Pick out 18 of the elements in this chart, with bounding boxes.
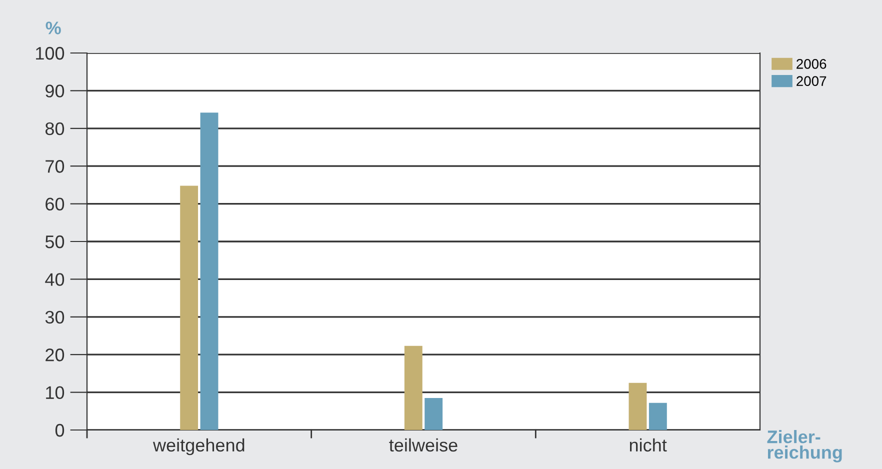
y-tick-label: 30 <box>45 310 64 324</box>
y-tick-label: 20 <box>46 348 64 362</box>
y-tick-label: 100 <box>36 46 64 60</box>
x-axis-title: Zieler- reichung <box>767 430 842 462</box>
y-axis-title: % <box>46 22 61 34</box>
legend-label: 2007 <box>796 76 826 86</box>
y-tick-label: 10 <box>46 386 64 400</box>
y-tick-label: 70 <box>46 160 64 173</box>
legend-label: 2006 <box>796 58 826 69</box>
x-tick-label: nicht <box>630 438 667 452</box>
x-tick-label: weitgehend <box>152 438 244 456</box>
y-tick-label: 40 <box>45 273 64 286</box>
y-tick-label: 60 <box>46 198 64 211</box>
y-tick-label: 80 <box>45 122 64 136</box>
y-tick-label: 0 <box>55 424 64 437</box>
y-tick-label: 90 <box>46 84 64 98</box>
x-tick-label: teilweise <box>389 438 458 452</box>
y-tick-label: 50 <box>45 235 64 248</box>
